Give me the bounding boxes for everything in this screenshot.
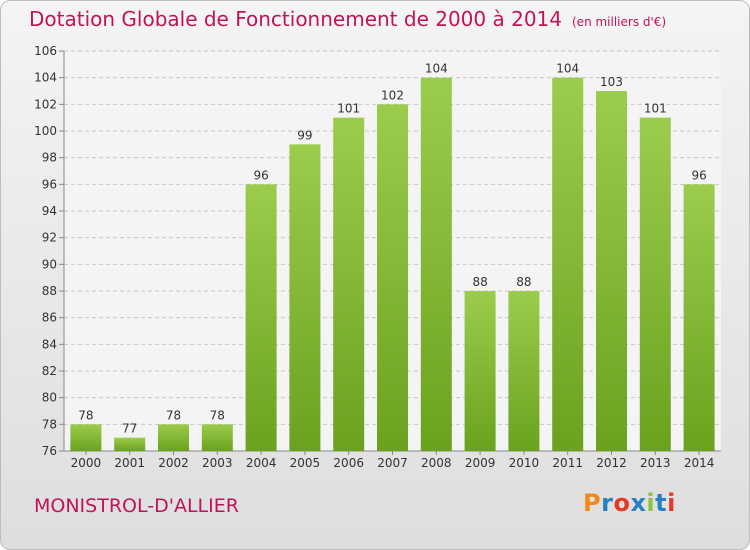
y-tick-label: 86: [42, 311, 57, 325]
y-tick-label: 104: [34, 71, 57, 85]
x-tick-label: 2010: [509, 456, 540, 470]
chart-title-text: Dotation Globale de Fonctionnement de 20…: [29, 7, 562, 31]
x-tick-label: 2002: [158, 456, 189, 470]
bar-value-label: 104: [425, 62, 448, 76]
x-tick-label: 2001: [114, 456, 145, 470]
x-tick-label: 2013: [640, 456, 671, 470]
bar: [596, 91, 627, 451]
y-tick-label: 88: [42, 284, 57, 298]
bar: [639, 117, 671, 452]
bar: [201, 424, 233, 451]
bar-value-label: 78: [166, 408, 181, 422]
bar: [114, 437, 146, 451]
bar: [289, 144, 321, 452]
x-tick-label: 2007: [377, 456, 408, 470]
bar: [245, 184, 277, 452]
bar-value-label: 77: [122, 422, 137, 436]
bar-value-label: 96: [253, 168, 268, 182]
y-tick-label: 92: [42, 231, 57, 245]
x-tick-label: 2003: [202, 456, 233, 470]
logo-letter: x: [630, 489, 647, 517]
x-tick-label: 2004: [246, 456, 277, 470]
logo-letter: t: [655, 489, 668, 517]
bar-value-label: 101: [337, 102, 360, 116]
bar: [508, 291, 540, 451]
bar: [420, 77, 452, 452]
bar-value-label: 101: [644, 102, 667, 116]
y-tick-label: 80: [42, 391, 57, 405]
y-tick-label: 94: [42, 204, 57, 218]
y-tick-label: 98: [42, 151, 57, 165]
x-tick-label: 2014: [684, 456, 715, 470]
logo-letter: o: [613, 489, 631, 517]
bar-value-label: 88: [472, 275, 487, 289]
chart-title: Dotation Globale de Fonctionnement de 20…: [29, 7, 666, 31]
bar-value-label: 96: [691, 168, 706, 182]
bar: [333, 117, 365, 452]
bar: [464, 291, 496, 451]
bar-value-label: 104: [556, 62, 579, 76]
bar: [552, 77, 584, 452]
y-tick-label: 90: [42, 257, 57, 271]
logo-letter: i: [667, 489, 676, 517]
bar-value-label: 103: [600, 75, 623, 89]
x-tick-label: 2000: [71, 456, 102, 470]
y-tick-label: 76: [42, 444, 57, 458]
x-tick-label: 2008: [421, 456, 452, 470]
y-tick-label: 78: [42, 417, 57, 431]
x-tick-label: 2009: [465, 456, 496, 470]
bar-value-label: 78: [210, 408, 225, 422]
x-tick-label: 2005: [290, 456, 321, 470]
logo-letter: i: [646, 489, 656, 517]
logo-letter: P: [583, 489, 602, 517]
bar: [70, 424, 102, 451]
x-tick-label: 2012: [596, 456, 627, 470]
bar-value-label: 78: [78, 408, 93, 422]
y-tick-label: 96: [42, 177, 57, 191]
y-tick-label: 84: [42, 337, 57, 351]
logo-letter: r: [601, 489, 614, 517]
bar-value-label: 99: [297, 128, 312, 142]
y-tick-label: 100: [34, 124, 57, 138]
proxiti-logo: Proxiti: [583, 489, 676, 517]
y-tick-label: 82: [42, 364, 57, 378]
bar-value-label: 102: [381, 88, 404, 102]
x-tick-label: 2011: [552, 456, 583, 470]
x-tick-label: 2006: [333, 456, 364, 470]
bar-value-label: 88: [516, 275, 531, 289]
bar: [683, 184, 715, 452]
commune-name: MONISTROL-D'ALLIER: [34, 495, 239, 517]
y-tick-label: 106: [34, 44, 57, 58]
chart-unit-label: (en milliers d'€): [572, 15, 667, 29]
bar: [158, 424, 189, 451]
y-tick-label: 102: [34, 97, 57, 111]
bar: [377, 104, 408, 451]
